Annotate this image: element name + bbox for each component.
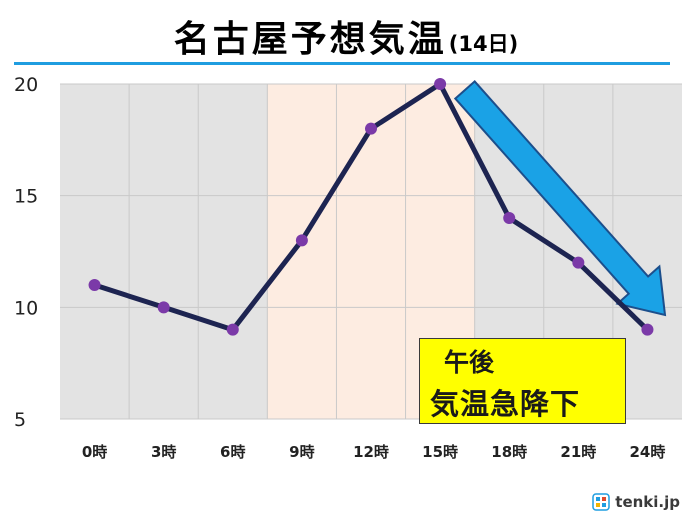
x-tick-label: 9時 bbox=[289, 443, 314, 461]
x-tick-label: 3時 bbox=[151, 443, 176, 461]
y-tick-label: 5 bbox=[14, 409, 26, 431]
data-point bbox=[434, 78, 447, 90]
tenki-logo-icon bbox=[592, 493, 611, 511]
data-point bbox=[365, 122, 377, 135]
falling-trend-arrow bbox=[453, 79, 667, 317]
callout-line-1: 午後 bbox=[444, 348, 495, 377]
x-axis-ticks: 0時 3時 6時 9時 12時 15時 18時 21時 24時 bbox=[82, 443, 666, 461]
y-tick-label: 10 bbox=[14, 297, 38, 319]
data-point bbox=[641, 323, 654, 336]
series-temperature bbox=[88, 78, 654, 336]
chart-title-main: 名古屋予想気温 bbox=[173, 19, 447, 60]
x-tick-label: 12時 bbox=[353, 443, 389, 461]
data-point bbox=[295, 234, 308, 247]
data-point bbox=[88, 279, 101, 291]
afternoon-drop-callout: 午後 気温急降下 bbox=[419, 338, 626, 424]
tenki-jp-logo: tenki.jp bbox=[592, 493, 680, 511]
chart-title-date: (14日) bbox=[448, 32, 519, 56]
data-point bbox=[503, 212, 516, 224]
data-point bbox=[572, 256, 585, 269]
x-tick-label: 15時 bbox=[422, 443, 458, 461]
arrow-down-icon bbox=[453, 79, 667, 317]
callout-line-2: 気温急降下 bbox=[430, 387, 581, 421]
x-tick-label: 24時 bbox=[630, 443, 666, 461]
data-point bbox=[157, 301, 170, 314]
y-tick-label: 15 bbox=[14, 186, 38, 208]
title-underline bbox=[14, 62, 670, 65]
x-tick-label: 18時 bbox=[491, 443, 527, 461]
x-tick-label: 21時 bbox=[560, 443, 596, 461]
x-tick-label: 0時 bbox=[82, 443, 107, 461]
y-tick-label: 20 bbox=[14, 74, 38, 96]
chart-title: 名古屋予想気温(14日) bbox=[0, 10, 692, 62]
tenki-logo-text: tenki.jp bbox=[615, 493, 680, 511]
x-tick-label: 6時 bbox=[220, 443, 245, 461]
y-axis-ticks: 5 10 15 20 bbox=[14, 74, 38, 431]
data-point bbox=[226, 323, 239, 336]
